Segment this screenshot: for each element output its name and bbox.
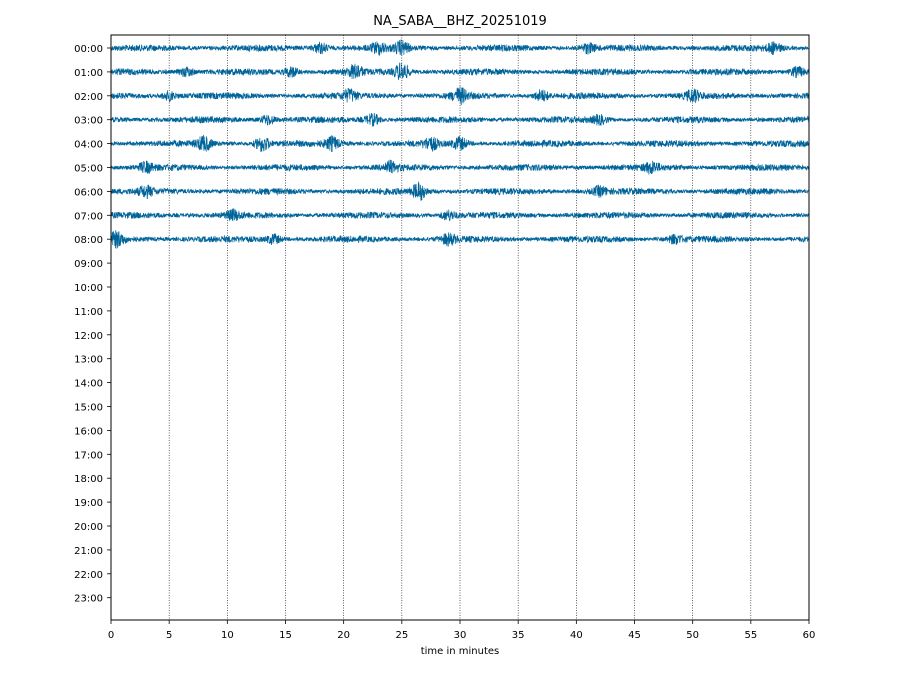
x-tick-label: 10	[221, 630, 234, 641]
x-tick-label: 55	[744, 630, 757, 641]
x-tick-label: 60	[803, 630, 816, 641]
y-tick-label: 23:00	[74, 594, 103, 605]
y-tick-label: 21:00	[74, 546, 103, 557]
y-axis-ticks: 00:00 01:00 02:00 03:00 04:00 05:00 06:00 07:00…	[74, 44, 111, 605]
traces	[110, 39, 810, 249]
trace-0600	[110, 181, 810, 201]
y-tick-label: 18:00	[74, 474, 103, 485]
trace-0000	[110, 39, 810, 57]
y-tick-label: 17:00	[74, 450, 103, 461]
trace-0100	[110, 62, 810, 81]
y-tick-label: 06:00	[74, 187, 103, 198]
y-tick-label: 22:00	[74, 570, 103, 581]
y-tick-label: 13:00	[74, 355, 103, 366]
x-tick-label: 30	[454, 630, 467, 641]
y-tick-label: 09:00	[74, 259, 103, 270]
x-tick-label: 0	[108, 630, 114, 641]
chart-title: NA_SABA__BHZ_20251019	[373, 14, 547, 29]
y-tick-label: 01:00	[74, 68, 103, 79]
x-tick-label: 25	[395, 630, 408, 641]
x-tick-label: 40	[570, 630, 583, 641]
y-tick-label: 00:00	[74, 44, 103, 55]
y-tick-label: 19:00	[74, 498, 103, 509]
y-tick-label: 05:00	[74, 164, 103, 175]
y-tick-label: 10:00	[74, 283, 103, 294]
y-tick-label: 02:00	[74, 92, 103, 103]
x-tick-label: 35	[512, 630, 525, 641]
x-tick-label: 50	[686, 630, 699, 641]
trace-0500	[110, 159, 810, 175]
x-tick-label: 5	[166, 630, 172, 641]
y-tick-label: 20:00	[74, 522, 103, 533]
y-tick-label: 12:00	[74, 331, 103, 342]
y-tick-label: 16:00	[74, 426, 103, 437]
x-axis-ticks: 0 5 10 15 20 25 30 35 40 45 50 55 60	[108, 620, 816, 641]
y-tick-label: 15:00	[74, 403, 103, 414]
trace-0400	[110, 134, 810, 153]
trace-0200	[110, 86, 810, 106]
x-tick-label: 45	[628, 630, 641, 641]
y-tick-label: 11:00	[74, 307, 103, 318]
y-tick-label: 03:00	[74, 116, 103, 127]
x-tick-label: 15	[279, 630, 292, 641]
y-tick-label: 07:00	[74, 211, 103, 222]
trace-0300	[110, 113, 810, 127]
y-tick-label: 14:00	[74, 379, 103, 390]
trace-0700	[110, 208, 810, 222]
gridlines	[168, 35, 752, 620]
x-tick-label: 20	[337, 630, 350, 641]
y-tick-label: 08:00	[74, 235, 103, 246]
x-axis-label: time in minutes	[421, 646, 500, 657]
trace-0800	[110, 230, 810, 249]
y-tick-label: 04:00	[74, 140, 103, 151]
